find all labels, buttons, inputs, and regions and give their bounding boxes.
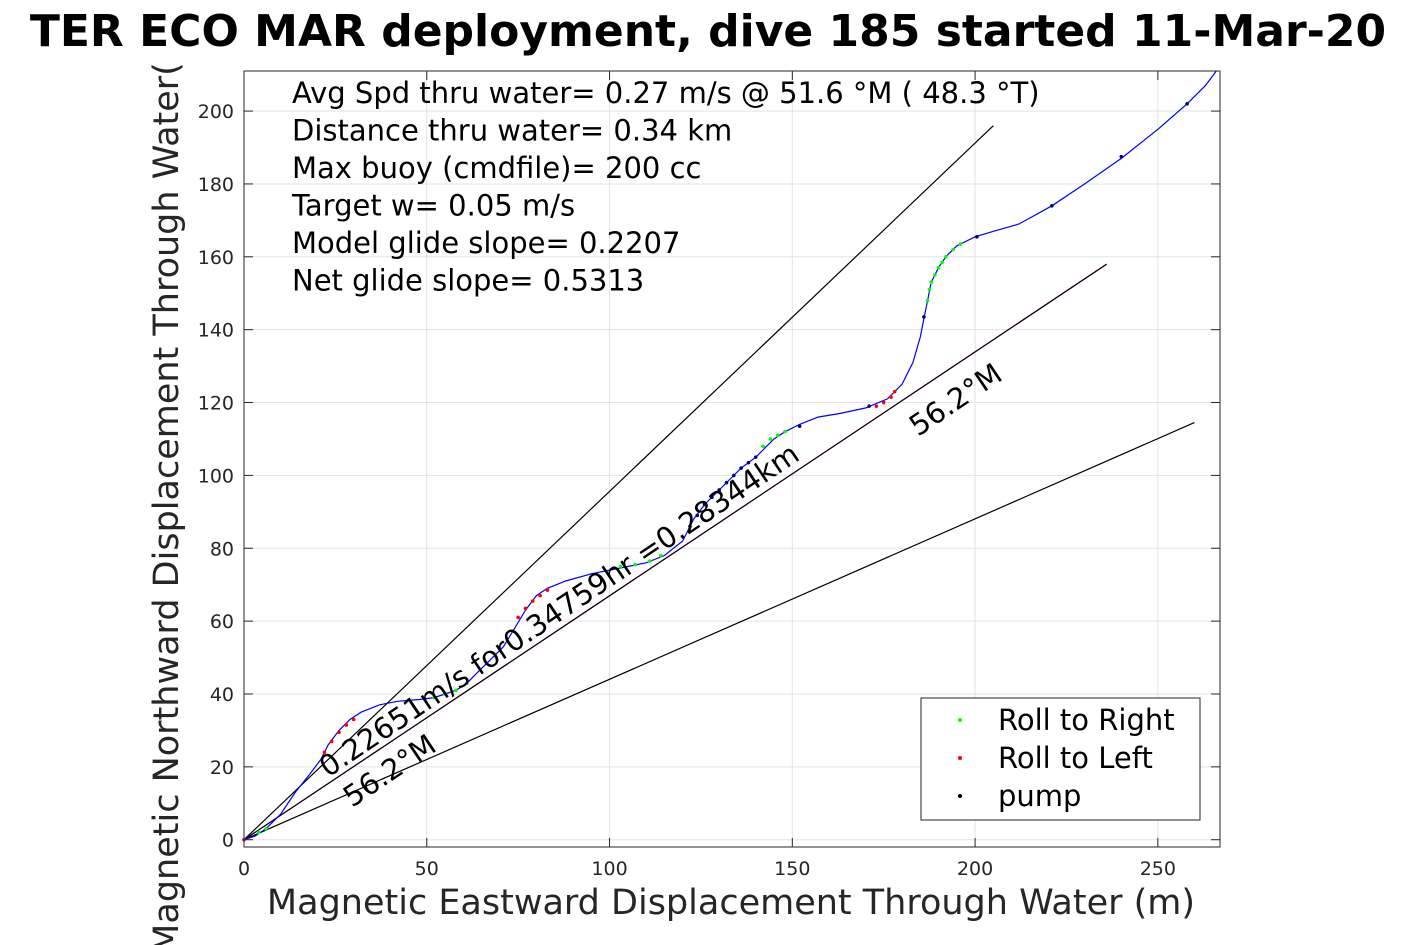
- reference-line: [243, 125, 994, 841]
- legend-marker: [958, 794, 962, 798]
- x-tick-label: 200: [957, 858, 993, 880]
- roll-left-point: [516, 615, 520, 620]
- y-tick-label: 200: [198, 101, 234, 123]
- roll-right-point: [940, 260, 944, 265]
- pump-point: [724, 480, 729, 485]
- roll-left-point: [344, 723, 349, 727]
- pump-point: [702, 502, 707, 507]
- reference-lines: [243, 125, 1195, 841]
- roll-right-point: [936, 265, 941, 270]
- roll-right-point: [958, 242, 963, 246]
- reference-line: [243, 263, 1108, 841]
- roll-right-point: [929, 280, 934, 285]
- pump-point: [710, 495, 714, 500]
- roll-right-point: [775, 433, 780, 438]
- legend-marker: [958, 718, 962, 722]
- roll-right-point: [432, 695, 436, 700]
- track-line: [243, 70, 1217, 841]
- y-axis-label: Magnetic Northward Displacement Through …: [147, 62, 187, 945]
- roll-left-point: [874, 404, 879, 408]
- roll-right-point: [951, 247, 955, 252]
- info-text-block: Avg Spd thru water= 0.27 m/s @ 51.6 °M (…: [291, 76, 1040, 298]
- roll-right-point: [443, 692, 447, 696]
- pump-point: [732, 473, 736, 478]
- pump-point: [867, 404, 871, 408]
- track-series: [243, 70, 1217, 841]
- axis-ticks: 0 50 100 150 200 250 0 20 40 60 80 100 120 140 160 180 2…: [198, 71, 1220, 880]
- roll-left-point: [545, 588, 550, 592]
- y-tick-label: 180: [198, 174, 234, 196]
- pump-point: [739, 466, 743, 470]
- roll-left-point: [892, 389, 897, 394]
- x-tick-label: 50: [415, 858, 439, 880]
- y-tick-label: 120: [198, 393, 234, 415]
- info-line: Model glide slope= 0.2207: [292, 226, 680, 260]
- marker-series: [242, 101, 1189, 842]
- roll-left-point: [337, 730, 341, 735]
- roll-right-point: [925, 298, 930, 303]
- x-tick-label: 250: [1140, 858, 1176, 880]
- roll-right-point: [264, 826, 268, 831]
- roll-right-point: [647, 559, 652, 563]
- y-tick-label: 40: [210, 684, 234, 706]
- legend-label: Roll to Left: [998, 741, 1153, 775]
- pump-point: [695, 513, 700, 518]
- x-tick-label: 0: [238, 858, 250, 880]
- roll-left-point: [889, 395, 893, 399]
- y-tick-label: 80: [210, 538, 234, 560]
- roll-right-point: [944, 255, 948, 259]
- roll-right-point: [454, 688, 458, 693]
- y-tick-label: 20: [210, 757, 234, 779]
- roll-right-point: [256, 830, 261, 835]
- roll-right-point: [783, 429, 787, 434]
- chart-title: TER ECO MAR deployment, dive 185 started…: [30, 6, 1386, 57]
- y-tick-label: 160: [198, 247, 234, 269]
- pump-point: [688, 524, 692, 529]
- pump-point: [746, 460, 751, 465]
- roll-right-point: [465, 681, 469, 685]
- pump-point: [975, 234, 979, 239]
- legend-marker: [958, 756, 962, 760]
- roll-left-point: [530, 599, 535, 603]
- pump-point: [717, 488, 722, 492]
- info-line: Max buoy (cmdfile)= 200 cc: [292, 151, 701, 185]
- legend-box: [920, 697, 1201, 821]
- roll-left-point: [881, 400, 886, 405]
- pump-point: [1050, 203, 1054, 208]
- roll-left-point: [523, 606, 528, 611]
- x-tick-label: 150: [774, 858, 810, 880]
- roll-right-point: [927, 287, 932, 292]
- roll-right-point: [658, 553, 663, 558]
- roll-left-point: [322, 750, 327, 755]
- roll-left-point: [351, 717, 356, 722]
- roll-right-point: [933, 273, 937, 277]
- pump-point: [922, 315, 926, 319]
- pump-point: [1185, 101, 1189, 106]
- legend-label: pump: [998, 779, 1081, 813]
- pump-point: [1119, 154, 1124, 159]
- y-tick-label: 100: [198, 465, 234, 487]
- roll-right-point: [768, 437, 773, 441]
- roll-left-point: [329, 739, 334, 744]
- y-tick-label: 0: [222, 830, 234, 852]
- legend-label: Roll to Right: [998, 703, 1175, 737]
- roll-right-point: [633, 562, 637, 567]
- axes-box: [243, 70, 1221, 848]
- x-axis-label: Magnetic Eastward Displacement Through W…: [267, 883, 1195, 923]
- pump-point: [753, 455, 758, 459]
- info-line: Distance thru water= 0.34 km: [292, 114, 732, 148]
- info-line: Net glide slope= 0.5313: [292, 264, 644, 298]
- pump-point: [797, 424, 802, 429]
- x-tick-label: 100: [591, 858, 627, 880]
- roll-right-point: [761, 444, 765, 449]
- y-tick-label: 140: [198, 320, 234, 342]
- roll-right-point: [618, 564, 623, 569]
- info-line: Avg Spd thru water= 0.27 m/s @ 51.6 °M (…: [292, 76, 1040, 110]
- info-line: Target w= 0.05 m/s: [291, 189, 575, 223]
- reference-line: [243, 422, 1195, 841]
- roll-left-point: [538, 593, 542, 598]
- y-tick-label: 60: [210, 611, 234, 633]
- legend: Roll to Right Roll to Left pump: [920, 697, 1201, 821]
